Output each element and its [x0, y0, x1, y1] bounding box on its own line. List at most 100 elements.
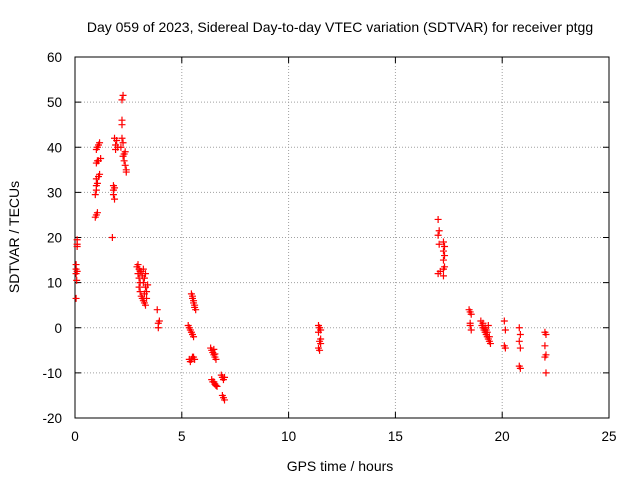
y-tick-label: 60	[47, 50, 62, 65]
y-tick-label: 20	[47, 231, 62, 246]
data-point	[212, 355, 220, 363]
data-point	[434, 231, 442, 239]
data-point	[73, 276, 81, 284]
data-point	[484, 321, 492, 329]
data-point	[111, 134, 119, 142]
data-point	[135, 283, 143, 291]
data-point	[119, 91, 127, 99]
data-point	[93, 209, 101, 217]
data-point	[516, 364, 524, 372]
data-point	[441, 263, 449, 271]
data-point	[466, 319, 474, 327]
data-point	[139, 279, 147, 287]
data-point	[140, 290, 148, 298]
x-tick-label: 5	[178, 429, 186, 444]
data-point	[108, 234, 116, 241]
data-point	[72, 294, 80, 302]
y-tick-label: 0	[54, 321, 62, 336]
data-point	[439, 272, 447, 280]
data-point	[542, 331, 550, 339]
data-point	[516, 331, 524, 339]
grid	[75, 57, 609, 418]
data-point	[121, 161, 129, 169]
x-tick-label: 20	[495, 429, 510, 444]
x-tick-label: 0	[71, 429, 79, 444]
data-point	[434, 215, 442, 223]
data-point	[143, 294, 151, 302]
data-point	[118, 134, 126, 142]
data-point	[441, 243, 449, 251]
y-tick-label: 40	[47, 140, 62, 155]
data-point	[485, 333, 493, 341]
x-axis-label: GPS time / hours	[287, 458, 394, 474]
data-point	[467, 310, 475, 318]
data-point	[141, 301, 149, 309]
data-point	[120, 157, 128, 165]
data-point	[119, 139, 127, 147]
data-point	[486, 340, 494, 348]
data-point	[439, 247, 447, 255]
data-point	[111, 195, 119, 203]
data-point	[134, 261, 142, 269]
data-point	[435, 240, 443, 248]
data-point	[96, 170, 104, 178]
data-point	[515, 324, 523, 332]
data-point	[212, 382, 220, 390]
data-point	[317, 335, 325, 343]
data-point	[210, 345, 218, 353]
data-point	[439, 238, 447, 246]
data-point	[467, 326, 475, 334]
data-point	[213, 382, 221, 390]
data-point	[144, 281, 152, 289]
y-tick-label: -10	[42, 366, 62, 381]
data-point	[316, 346, 324, 354]
data-point	[439, 256, 447, 264]
data-point	[500, 317, 508, 325]
data-point	[118, 96, 126, 104]
y-tick-labels: -20 -10 0 10 20 30 40 50 60	[42, 50, 62, 426]
y-tick-label: 50	[47, 95, 62, 110]
data-point	[97, 155, 105, 163]
data-point	[221, 396, 229, 404]
data-point	[221, 373, 229, 381]
data-point	[117, 143, 125, 151]
data-point	[155, 317, 163, 325]
data-point	[118, 116, 126, 124]
data-point	[136, 288, 144, 296]
data-point	[138, 272, 146, 280]
data-point	[154, 324, 162, 332]
data-marks	[72, 91, 550, 404]
data-point	[73, 236, 81, 244]
data-point	[501, 326, 509, 334]
data-point	[516, 344, 524, 352]
data-point	[541, 342, 549, 350]
axis-ticks	[74, 56, 610, 419]
data-point	[435, 227, 443, 235]
data-point	[121, 148, 129, 156]
data-point	[136, 267, 144, 275]
data-point	[91, 191, 99, 199]
data-point	[315, 328, 323, 336]
x-tick-label: 10	[281, 429, 296, 444]
chart-title: Day 059 of 2023, Sidereal Day-to-day VTE…	[87, 19, 593, 35]
data-point	[191, 355, 199, 363]
data-point	[441, 252, 449, 260]
x-tick-label: 25	[601, 429, 616, 444]
x-tick-labels: 0 5 10 15 20 25	[71, 429, 616, 444]
data-point	[192, 306, 200, 314]
data-point	[541, 353, 549, 361]
y-tick-label: -20	[42, 411, 62, 426]
y-tick-label: 10	[47, 276, 62, 291]
data-point	[72, 261, 80, 269]
data-point	[211, 350, 219, 358]
data-point	[96, 139, 104, 147]
data-point	[515, 337, 523, 345]
data-point	[542, 369, 550, 377]
y-tick-label: 30	[47, 185, 62, 200]
data-point	[482, 326, 490, 334]
data-point	[73, 267, 81, 275]
data-point	[109, 182, 117, 190]
data-point	[479, 319, 487, 327]
data-point	[153, 306, 161, 314]
